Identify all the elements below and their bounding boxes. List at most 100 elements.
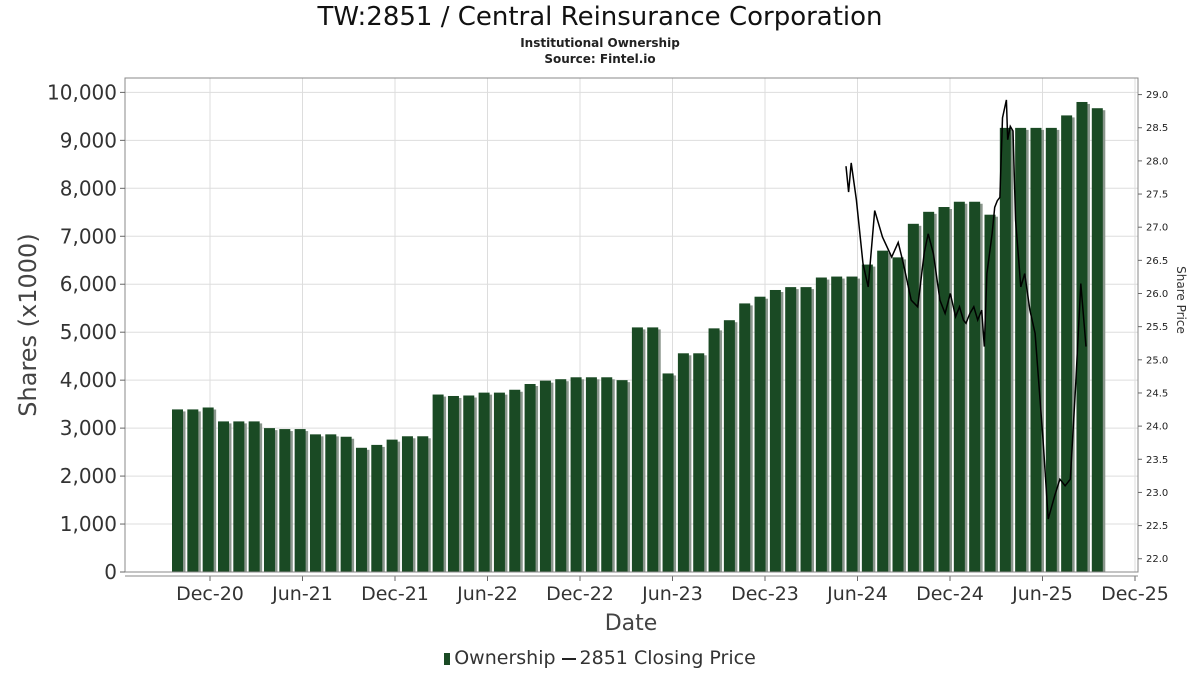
y2-tick-label: 29.0 [1146, 90, 1168, 101]
x-tick-label: Jun-23 [641, 583, 703, 605]
y2-tick-label: 22.0 [1146, 554, 1168, 565]
ownership-bar [907, 223, 919, 572]
ownership-bars [172, 101, 1106, 573]
chart-subtitle: Institutional Ownership [520, 36, 680, 50]
chart-svg: 0 1,000 2,000 3,000 4,000 5,000 6,000 7,000 8,00… [14, 77, 1188, 636]
y-tick-label: 9,000 [60, 128, 117, 152]
y-tick-label: 5,000 [60, 320, 117, 344]
ownership-bar [340, 436, 352, 572]
x-tick-label: Dec-24 [916, 583, 984, 605]
ownership-bar [524, 383, 536, 572]
legend-price-swatch [561, 657, 576, 660]
y-tick-label: 1,000 [60, 512, 117, 536]
ownership-bar [233, 421, 245, 572]
x-tick-label: Jun-21 [271, 583, 333, 605]
ownership-bar [892, 257, 904, 572]
x-tick-label: Jun-24 [826, 583, 888, 605]
x-tick-label: Dec-22 [546, 583, 614, 605]
ownership-bar [478, 392, 490, 572]
y2-tick-label: 27.5 [1146, 190, 1168, 201]
ownership-bar [877, 250, 889, 572]
ownership-bar [355, 447, 367, 572]
x-tick-label: Dec-23 [731, 583, 799, 605]
ownership-bar [969, 201, 981, 572]
ownership-bar [555, 379, 567, 572]
ownership-bar [846, 276, 858, 572]
ownership-bar [1091, 108, 1103, 573]
y2-tick-label: 23.0 [1146, 488, 1168, 499]
legend: Ownership 2851 Closing Price [0, 647, 1200, 669]
ownership-bar [677, 353, 689, 572]
price-line [845, 99, 1087, 520]
ownership-bar [248, 421, 260, 572]
y2-tick-label: 23.5 [1146, 455, 1168, 466]
x-tick-label: Jun-25 [1011, 583, 1073, 605]
axes: 0 1,000 2,000 3,000 4,000 5,000 6,000 7,000 8,00… [47, 80, 1169, 605]
y2-tick-label: 28.0 [1146, 156, 1168, 167]
price-line-layer [845, 99, 1087, 520]
y-tick-label: 3,000 [60, 416, 117, 440]
ownership-bar [217, 421, 229, 572]
plot-frame [124, 77, 1139, 573]
y2-axis-label: Share Price [1174, 266, 1188, 334]
ownership-bar [386, 439, 398, 572]
ownership-bar [769, 289, 781, 572]
y2-tick-label: 24.5 [1146, 388, 1168, 399]
y2-tick-label: 25.0 [1146, 355, 1168, 366]
ownership-bar [723, 320, 735, 572]
ownership-bar [187, 409, 199, 572]
ownership-bar [1015, 127, 1027, 572]
ownership-bar [785, 287, 797, 572]
ownership-bar [984, 214, 996, 572]
ownership-bar [463, 395, 475, 572]
y2-tick-label: 27.0 [1146, 223, 1168, 234]
ownership-bar [432, 394, 444, 572]
chart-source: Source: Fintel.io [544, 52, 656, 66]
ownership-bar [1076, 101, 1088, 572]
y-tick-label: 6,000 [60, 272, 117, 296]
ownership-bar [601, 377, 613, 572]
y-tick-label: 4,000 [60, 368, 117, 392]
ownership-bar [800, 287, 812, 572]
x-tick-label: Jun-22 [456, 583, 518, 605]
x-tick-label: Dec-25 [1101, 583, 1169, 605]
y2-tick-label: 26.5 [1146, 256, 1168, 267]
ownership-bar [693, 353, 705, 572]
y2-tick-label: 28.5 [1146, 123, 1168, 134]
ownership-bar [263, 428, 275, 572]
ownership-bar [647, 327, 659, 572]
ownership-bar [861, 264, 873, 572]
y2-tick-label: 22.5 [1146, 521, 1168, 532]
y-tick-label: 10,000 [47, 80, 117, 104]
legend-price-label: 2851 Closing Price [579, 647, 756, 669]
ownership-bar [509, 389, 521, 572]
ownership-bar [539, 380, 551, 572]
y2-tick-label: 26.0 [1146, 289, 1168, 300]
y2-tick-label: 24.0 [1146, 422, 1168, 433]
ownership-bar [294, 429, 306, 572]
ownership-bar [616, 380, 628, 572]
ownership-bar [493, 392, 505, 572]
ownership-bar [172, 409, 183, 572]
ownership-bar [570, 377, 582, 572]
ownership-bar [815, 277, 827, 572]
ownership-bar [447, 395, 459, 572]
ownership-bar [923, 211, 935, 572]
ownership-bar [739, 303, 751, 572]
y-axis-label: Shares (x1000) [14, 233, 42, 416]
ownership-bar [279, 429, 291, 572]
ownership-bar [1061, 115, 1073, 573]
y-tick-label: 2,000 [60, 464, 117, 488]
x-tick-label: Dec-21 [361, 583, 429, 605]
ownership-bar [708, 328, 720, 572]
x-axis-label: Date [605, 611, 658, 636]
ownership-bar [953, 201, 965, 572]
y-tick-label: 8,000 [60, 176, 117, 200]
ownership-bar [999, 127, 1011, 572]
ownership-bar [401, 436, 413, 572]
ownership-bar [938, 207, 950, 572]
ownership-bar [662, 373, 674, 572]
ownership-bar [831, 276, 843, 572]
y2-tick-label: 25.5 [1146, 322, 1168, 333]
x-tick-label: Dec-20 [176, 583, 244, 605]
